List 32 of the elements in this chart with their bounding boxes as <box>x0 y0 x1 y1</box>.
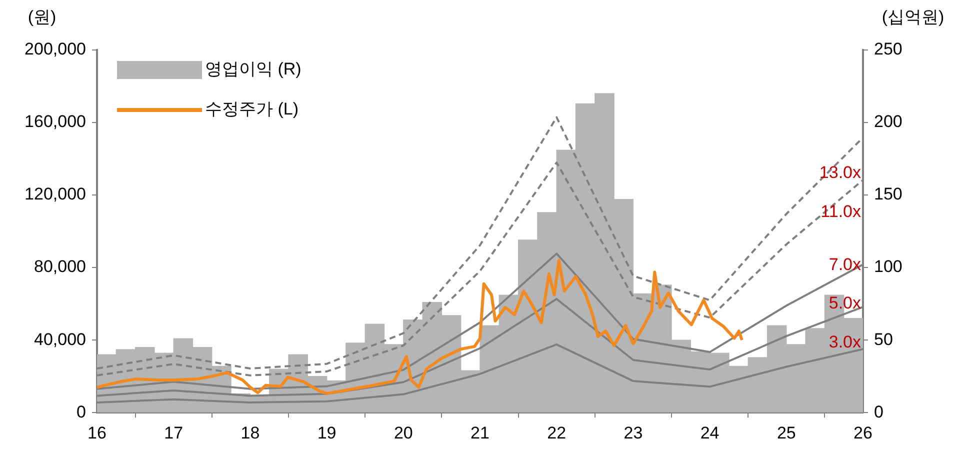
x-tick-label: 25 <box>776 423 796 442</box>
x-tick-label: 18 <box>240 423 260 442</box>
y2-tick-label: 0 <box>874 402 884 422</box>
x-tick-label: 23 <box>624 423 643 442</box>
annotation: 13.0x <box>819 163 862 182</box>
y-axis-title: (원) <box>28 8 56 27</box>
x-tick-label: 17 <box>164 423 184 442</box>
y2-tick-label: 250 <box>874 40 902 59</box>
y2-tick-label: 50 <box>874 330 893 349</box>
x-tick-label: 20 <box>394 423 413 442</box>
y2-tick-label: 150 <box>874 184 902 204</box>
x-tick-label: 26 <box>854 423 872 442</box>
y-tick-label: 160,000 <box>24 112 86 132</box>
x-tick-label: 24 <box>700 423 720 442</box>
y2-tick-label: 100 <box>874 257 902 276</box>
annotation: 11.0x <box>820 202 862 221</box>
y2-axis-title: (십억원) <box>882 8 944 27</box>
annotation: 5.0x <box>828 294 862 313</box>
annotation: 3.0x <box>828 332 862 352</box>
annotation: 7.0x <box>828 255 862 274</box>
legend-label: 수정주가 (L) <box>205 100 298 119</box>
y-tick-label: 40,000 <box>34 330 86 349</box>
y-tick-label: 120,000 <box>24 184 86 204</box>
x-tick-label: 21 <box>470 423 490 442</box>
x-tick-label: 22 <box>547 423 566 442</box>
y-tick-label: 80,000 <box>34 257 86 276</box>
y-tick-label: 0 <box>76 402 86 422</box>
x-tick-label: 19 <box>317 423 336 442</box>
y-tick-label: 200,000 <box>24 40 86 59</box>
y2-tick-label: 200 <box>874 112 902 132</box>
x-tick-label: 16 <box>88 423 106 442</box>
legend-label: 영업이익 (R) <box>205 60 302 79</box>
